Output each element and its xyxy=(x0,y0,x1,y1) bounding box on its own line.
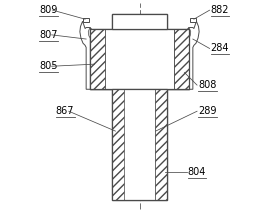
Polygon shape xyxy=(189,21,199,89)
Bar xyxy=(124,89,155,200)
Bar xyxy=(124,89,155,200)
Bar xyxy=(155,89,167,200)
Text: 882: 882 xyxy=(211,5,229,15)
Bar xyxy=(112,14,167,29)
Bar xyxy=(92,39,97,48)
Bar xyxy=(174,29,189,89)
Text: 809: 809 xyxy=(39,5,57,15)
Bar xyxy=(90,29,105,89)
Bar xyxy=(112,14,167,29)
Bar xyxy=(112,89,167,200)
Bar xyxy=(182,39,187,48)
Bar xyxy=(90,29,105,89)
Bar xyxy=(112,89,124,200)
Bar xyxy=(105,29,174,89)
Text: 808: 808 xyxy=(198,80,217,90)
Bar xyxy=(83,18,89,22)
Polygon shape xyxy=(88,28,92,88)
Text: 805: 805 xyxy=(39,61,57,71)
Bar xyxy=(155,89,167,200)
Bar xyxy=(90,29,189,89)
Text: 867: 867 xyxy=(56,106,74,116)
Text: 807: 807 xyxy=(39,30,57,40)
Polygon shape xyxy=(80,21,90,89)
Polygon shape xyxy=(187,28,191,88)
Bar xyxy=(112,89,124,200)
Text: 804: 804 xyxy=(187,167,206,177)
Bar xyxy=(190,18,196,22)
Text: 284: 284 xyxy=(211,43,229,53)
Bar xyxy=(90,29,189,89)
Bar xyxy=(112,89,167,200)
Bar xyxy=(105,29,174,89)
Text: 289: 289 xyxy=(198,106,217,116)
Bar xyxy=(174,29,189,89)
